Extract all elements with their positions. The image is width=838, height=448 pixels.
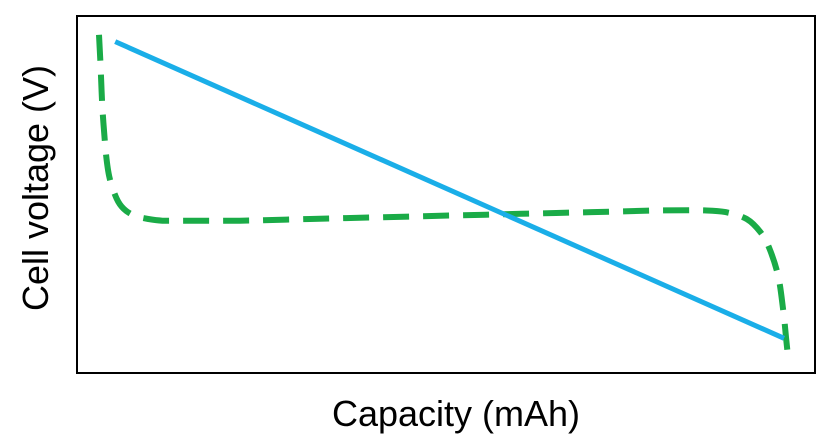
x-axis-label: Capacity (mAh) xyxy=(332,393,580,434)
solid-series-line xyxy=(114,39,786,341)
series-layer xyxy=(96,34,791,353)
plot-frame xyxy=(76,15,816,374)
y-axis-label: Cell voltage (V) xyxy=(15,65,56,311)
